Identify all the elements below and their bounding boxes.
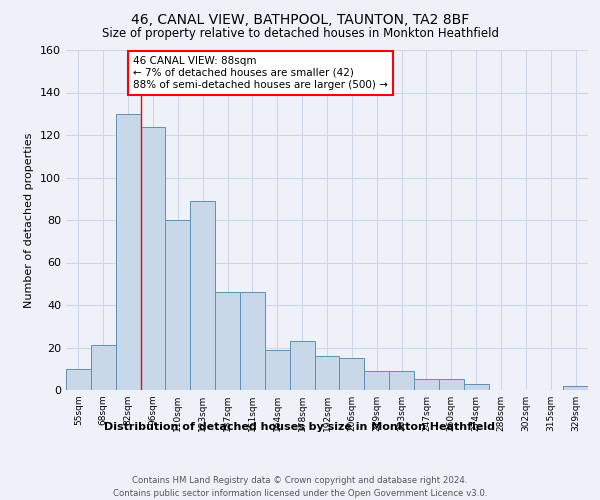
Text: Size of property relative to detached houses in Monkton Heathfield: Size of property relative to detached ho… xyxy=(101,28,499,40)
Bar xyxy=(116,114,140,390)
Bar xyxy=(140,126,166,390)
Bar xyxy=(240,292,265,390)
Bar xyxy=(340,358,364,390)
Bar xyxy=(166,220,190,390)
Bar xyxy=(464,384,488,390)
Bar xyxy=(66,369,91,390)
Text: 46, CANAL VIEW, BATHPOOL, TAUNTON, TA2 8BF: 46, CANAL VIEW, BATHPOOL, TAUNTON, TA2 8… xyxy=(131,12,469,26)
Bar xyxy=(265,350,290,390)
Text: Contains HM Land Registry data © Crown copyright and database right 2024.: Contains HM Land Registry data © Crown c… xyxy=(132,476,468,485)
Bar xyxy=(190,201,215,390)
Text: Contains public sector information licensed under the Open Government Licence v3: Contains public sector information licen… xyxy=(113,489,487,498)
Bar xyxy=(215,292,240,390)
Bar xyxy=(563,386,588,390)
Bar xyxy=(314,356,340,390)
Text: 46 CANAL VIEW: 88sqm
← 7% of detached houses are smaller (42)
88% of semi-detach: 46 CANAL VIEW: 88sqm ← 7% of detached ho… xyxy=(133,56,388,90)
Bar xyxy=(364,371,389,390)
Bar xyxy=(414,380,439,390)
Bar xyxy=(290,341,314,390)
Bar xyxy=(389,371,414,390)
Bar xyxy=(439,380,464,390)
Y-axis label: Number of detached properties: Number of detached properties xyxy=(25,132,34,308)
Text: Distribution of detached houses by size in Monkton Heathfield: Distribution of detached houses by size … xyxy=(104,422,496,432)
Bar xyxy=(91,346,116,390)
